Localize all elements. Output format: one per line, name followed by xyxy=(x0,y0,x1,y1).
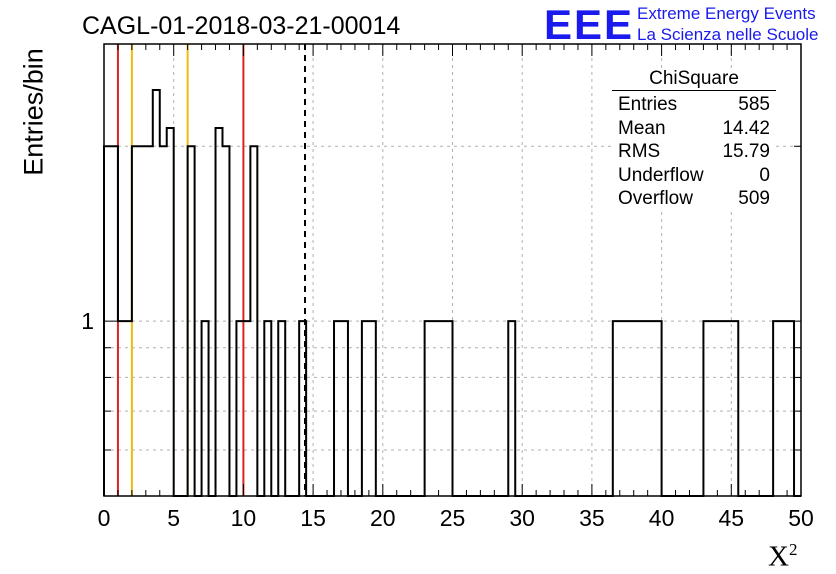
x-tick-label: 20 xyxy=(370,505,396,531)
stats-row-mean: Mean 14.42 xyxy=(612,117,776,141)
stats-row-entries: Entries 585 xyxy=(612,93,776,117)
x-tick-label: 5 xyxy=(167,505,180,531)
stats-value: 15.79 xyxy=(722,141,770,162)
axes xyxy=(103,43,802,497)
stats-value: 14.42 xyxy=(722,117,770,139)
stats-label: Overflow xyxy=(618,188,693,209)
stats-box: ChiSquare Entries 585 Mean 14.42 RMS 15.… xyxy=(612,68,776,211)
chart-title: CAGL-01-2018-03-21-00014 xyxy=(82,12,401,40)
x-tick-label: 15 xyxy=(300,505,326,531)
x-tick-label: 10 xyxy=(231,505,257,531)
stats-value: 0 xyxy=(759,164,770,186)
stats-row-overflow: Overflow 509 xyxy=(612,187,776,211)
stats-label: Entries xyxy=(618,94,678,115)
stats-label: RMS xyxy=(618,141,661,162)
eee-logo-mark: EEE xyxy=(544,1,635,48)
x-axis-symbol: X xyxy=(768,540,789,573)
logo-tagline-1: Extreme Energy Events xyxy=(637,4,816,23)
vertical-markers xyxy=(116,44,307,496)
stats-value: 509 xyxy=(738,188,770,209)
stats-row-rms: RMS 15.79 xyxy=(612,140,776,164)
x-tick-label: 30 xyxy=(509,505,535,531)
stats-label: Underflow xyxy=(618,164,704,186)
x-tick-label: 35 xyxy=(579,505,605,531)
stats-value: 585 xyxy=(738,94,770,115)
x-tick-label: 45 xyxy=(719,505,745,531)
eee-logo: EEE Extreme Energy Events La Scienza nel… xyxy=(544,2,834,48)
x-tick-label: 50 xyxy=(788,505,814,531)
x-tick-label: 40 xyxy=(649,505,675,531)
x-tick-label: 0 xyxy=(98,505,111,531)
tick-labels: 0 5 10 15 20 25 30 35 40 45 50 1 xyxy=(81,308,814,531)
x-axis-superscript: 2 xyxy=(788,540,798,559)
y-axis-label: Entries/bin xyxy=(18,48,49,176)
logo-tagline-2: La Scienza nelle Scuole xyxy=(637,25,819,44)
x-tick-label: 25 xyxy=(440,505,466,531)
stats-title: ChiSquare xyxy=(612,68,776,91)
stats-row-underflow: Underflow 0 xyxy=(612,164,776,188)
y-tick-label: 1 xyxy=(81,308,94,334)
x-axis-label: X2 xyxy=(768,540,797,574)
stats-label: Mean xyxy=(618,117,666,139)
